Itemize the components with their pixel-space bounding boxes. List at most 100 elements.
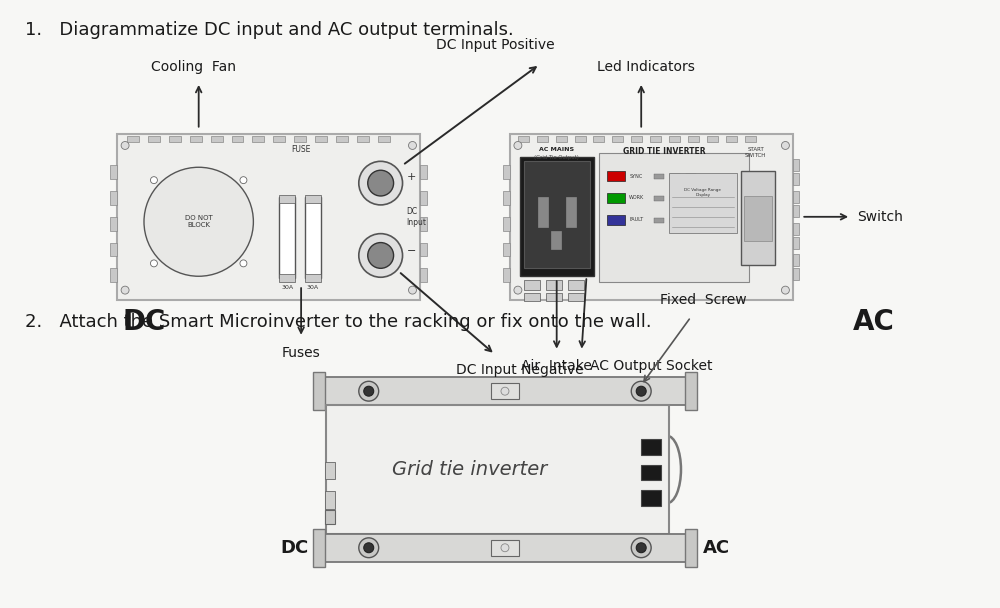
Bar [631,136,642,142]
Bar [491,540,519,556]
Circle shape [631,381,651,401]
Bar [321,534,689,562]
Bar [745,136,756,142]
Text: AC: AC [703,539,730,557]
Circle shape [501,387,509,395]
Bar [279,195,295,203]
Circle shape [240,260,247,267]
Bar [686,196,696,201]
Bar [524,293,540,301]
Circle shape [409,286,416,294]
Bar [546,293,562,301]
Text: DC: DC [122,308,165,336]
Text: GRID TIE INVERTER: GRID TIE INVERTER [623,148,705,156]
Bar [313,372,325,410]
Bar [612,136,623,142]
Bar [793,173,799,185]
Bar [538,197,548,227]
Bar [503,243,510,257]
Bar [127,136,139,142]
Bar [148,136,160,142]
Bar [654,196,664,201]
Bar [669,173,737,233]
Bar [503,217,510,230]
Bar [607,171,625,181]
Circle shape [121,142,129,150]
Bar [321,378,689,405]
Bar [273,136,285,142]
Text: AC: AC [853,308,895,336]
Bar [575,136,586,142]
Bar [305,274,321,282]
Bar [741,171,775,265]
Bar [503,191,510,205]
Bar [537,136,548,142]
Bar [420,191,427,205]
Bar [279,274,295,282]
Bar [252,136,264,142]
Bar [641,439,661,455]
Text: +: + [407,172,416,182]
Bar [524,161,590,268]
Bar [566,197,576,227]
Bar [420,217,427,230]
Text: WORK: WORK [629,196,645,201]
Bar [546,280,562,290]
Bar [520,157,594,276]
Bar [336,136,348,142]
Text: Cooling  Fan: Cooling Fan [151,60,236,74]
Text: Switch: Switch [857,210,903,224]
Circle shape [150,177,157,184]
Bar [110,217,117,230]
Circle shape [781,142,789,150]
Bar [726,136,737,142]
Text: Fixed  Screw: Fixed Screw [660,293,746,307]
Bar [357,136,369,142]
Circle shape [150,260,157,267]
Bar [670,196,680,201]
Bar [169,136,181,142]
Bar [211,136,223,142]
Bar [670,174,680,179]
Text: SYNC: SYNC [629,174,643,179]
Text: Air  Intake: Air Intake [521,359,592,373]
Bar [793,223,799,235]
Circle shape [121,286,129,294]
Text: FUSE: FUSE [291,145,311,154]
Text: 30A: 30A [307,285,319,290]
Circle shape [364,386,374,396]
Bar [744,196,772,241]
Circle shape [636,543,646,553]
Bar [420,268,427,282]
Bar [110,191,117,205]
Text: DC Voltage Range
Display: DC Voltage Range Display [684,188,721,196]
Circle shape [514,286,522,294]
Text: DC: DC [281,539,309,557]
Bar [599,153,749,282]
Bar [686,174,696,179]
Bar [420,165,427,179]
Bar [110,243,117,257]
Bar [313,529,325,567]
Text: DO NOT
BLOCK: DO NOT BLOCK [185,215,213,228]
Bar [518,136,529,142]
Text: −: − [407,246,416,257]
Bar [279,197,295,278]
Circle shape [631,538,651,558]
Bar [669,136,680,142]
Bar [793,191,799,203]
Circle shape [144,167,253,276]
Circle shape [368,243,394,268]
Bar [503,268,510,282]
Bar [110,165,117,179]
Bar [654,218,664,223]
Bar [551,230,561,249]
Bar [305,195,321,203]
Bar [510,134,793,300]
Circle shape [359,233,403,277]
Bar [568,293,584,301]
Text: DC Input Positive: DC Input Positive [436,38,554,52]
Circle shape [359,381,379,401]
Bar [315,136,327,142]
Circle shape [359,161,403,205]
